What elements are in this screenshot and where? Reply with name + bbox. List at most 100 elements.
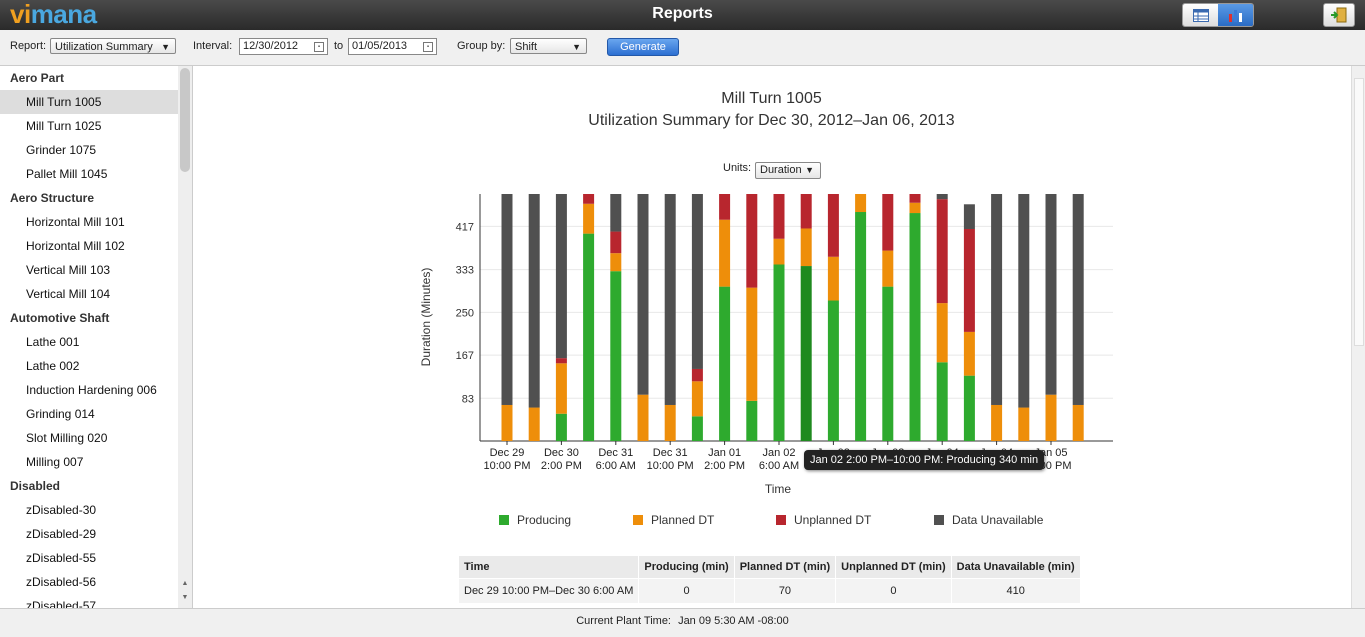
bar-segment-data-unavailable bbox=[501, 194, 513, 405]
bar-segment-planned-dt bbox=[1045, 394, 1057, 441]
bar-segment-producing bbox=[555, 413, 567, 441]
report-label: Report: bbox=[10, 40, 47, 52]
main-scrollbar[interactable] bbox=[1351, 66, 1365, 608]
table-cell: Dec 29 10:00 PM–Dec 30 6:00 AM bbox=[459, 578, 640, 603]
sidebar-item[interactable]: Mill Turn 1005 bbox=[0, 90, 178, 114]
table-cell: 0 bbox=[835, 578, 952, 603]
bar-segment-producing bbox=[610, 271, 622, 441]
bar-segment-planned-dt bbox=[800, 228, 812, 267]
bar-segment-planned-dt bbox=[746, 287, 758, 401]
table-cell: 410 bbox=[951, 578, 1081, 603]
view-toggle[interactable] bbox=[1182, 3, 1254, 27]
sidebar-item[interactable]: Milling 007 bbox=[26, 455, 84, 469]
column-header[interactable]: Producing (min) bbox=[638, 556, 735, 579]
main-scroll-thumb[interactable] bbox=[1354, 78, 1364, 346]
groupby-select[interactable]: Shift ▼ bbox=[510, 38, 587, 54]
column-header[interactable]: Time bbox=[459, 556, 640, 579]
bar-segment-producing bbox=[583, 233, 595, 441]
bar-segment-producing bbox=[909, 213, 921, 441]
legend-data-unavailable[interactable]: Data Unavailable bbox=[934, 513, 1043, 527]
page-title: Reports bbox=[652, 5, 713, 22]
bar-segment-producing bbox=[963, 375, 975, 441]
x-tick-label: 2:00 PM bbox=[541, 460, 582, 472]
sidebar-item[interactable]: Vertical Mill 104 bbox=[26, 287, 111, 301]
bar-segment-producing bbox=[746, 400, 758, 441]
x-axis-title: Time bbox=[765, 482, 792, 496]
y-tick-label: 417 bbox=[456, 221, 474, 233]
bar-segment-data-unavailable bbox=[555, 194, 567, 359]
sidebar-group-header: Aero Part bbox=[10, 71, 65, 85]
sidebar-item[interactable]: zDisabled-29 bbox=[26, 527, 97, 541]
y-axis-title: Duration (Minutes) bbox=[419, 268, 433, 367]
y-tick-label: 83 bbox=[462, 393, 474, 405]
bar-segment-producing bbox=[800, 266, 812, 441]
scroll-down-arrow-icon[interactable]: ▼ bbox=[181, 594, 189, 601]
logout-icon[interactable] bbox=[1323, 3, 1355, 27]
bar-segment-planned-dt bbox=[855, 194, 867, 213]
sidebar-item[interactable]: Lathe 002 bbox=[26, 359, 80, 373]
table-view-icon[interactable] bbox=[1183, 4, 1218, 26]
chevron-down-icon: ▼ bbox=[805, 165, 814, 175]
x-tick-label: 10:00 PM bbox=[483, 460, 530, 472]
report-select[interactable]: Utilization Summary ▼ bbox=[50, 38, 176, 54]
sidebar-item[interactable]: zDisabled-30 bbox=[26, 503, 97, 517]
bar-segment-data-unavailable bbox=[1045, 194, 1057, 395]
bar-segment-producing bbox=[882, 286, 894, 441]
sidebar-item[interactable]: Lathe 001 bbox=[26, 335, 80, 349]
sidebar-item[interactable]: Grinding 014 bbox=[26, 407, 95, 421]
sidebar-item[interactable]: Horizontal Mill 101 bbox=[26, 215, 125, 229]
bar-segment-planned-dt bbox=[936, 303, 948, 363]
sidebar-item[interactable]: Pallet Mill 1045 bbox=[26, 167, 108, 181]
bar-segment-data-unavailable bbox=[528, 194, 540, 408]
bar-segment-producing bbox=[936, 362, 948, 441]
bar-segment-unplanned-dt bbox=[719, 194, 731, 220]
bar-segment-planned-dt bbox=[882, 250, 894, 287]
column-header[interactable]: Data Unavailable (min) bbox=[951, 556, 1081, 579]
sidebar-scroll-thumb[interactable] bbox=[180, 68, 190, 172]
sidebar-item[interactable]: zDisabled-55 bbox=[26, 551, 97, 565]
chart-tooltip: Jan 02 2:00 PM–10:00 PM: Producing 340 m… bbox=[804, 450, 1045, 470]
sidebar-item[interactable]: Induction Hardening 006 bbox=[26, 383, 157, 397]
legend-unplanned-dt[interactable]: Unplanned DT bbox=[776, 513, 871, 527]
legend-swatch bbox=[633, 515, 643, 525]
units-select[interactable]: Duration ▼ bbox=[755, 162, 821, 179]
legend-planned-dt[interactable]: Planned DT bbox=[633, 513, 714, 527]
bar-segment-planned-dt bbox=[909, 202, 921, 214]
bar-segment-planned-dt bbox=[773, 238, 785, 265]
bar-segment-planned-dt bbox=[963, 331, 975, 376]
calendar-icon[interactable]: ▪ bbox=[423, 42, 433, 52]
generate-button[interactable]: Generate bbox=[607, 38, 679, 56]
sidebar-item[interactable]: zDisabled-56 bbox=[26, 575, 97, 589]
bar-segment-planned-dt bbox=[610, 253, 622, 272]
bar-segment-planned-dt bbox=[583, 203, 595, 234]
bar-segment-producing bbox=[827, 300, 839, 441]
legend-swatch bbox=[934, 515, 944, 525]
plant-time-value: Jan 09 5:30 AM -08:00 bbox=[678, 615, 789, 627]
column-header[interactable]: Unplanned DT (min) bbox=[835, 556, 952, 579]
sidebar-item[interactable]: zDisabled-57 bbox=[26, 599, 97, 608]
x-tick-label: Jan 01 bbox=[708, 447, 741, 459]
chart-view-icon[interactable] bbox=[1218, 4, 1253, 26]
sidebar-item[interactable]: Mill Turn 1025 bbox=[26, 119, 102, 133]
bar-segment-data-unavailable bbox=[691, 194, 703, 369]
bar-segment-data-unavailable bbox=[610, 194, 622, 232]
top-bar: vimana Reports bbox=[0, 0, 1365, 30]
column-header[interactable]: Planned DT (min) bbox=[734, 556, 837, 579]
sidebar-item[interactable]: Horizontal Mill 102 bbox=[26, 239, 125, 253]
x-tick-label: Jan 02 bbox=[762, 447, 795, 459]
legend-swatch bbox=[776, 515, 786, 525]
bar-segment-unplanned-dt bbox=[800, 194, 812, 229]
sidebar-item[interactable]: Vertical Mill 103 bbox=[26, 263, 111, 277]
sidebar-group-header: Aero Structure bbox=[10, 191, 95, 205]
to-label: to bbox=[334, 40, 344, 52]
interval-to-input[interactable]: 01/05/2013 ▪ bbox=[348, 38, 437, 55]
sidebar-item[interactable]: Grinder 1075 bbox=[26, 143, 97, 157]
interval-from-input[interactable]: 12/30/2012 ▪ bbox=[239, 38, 328, 55]
bar-segment-unplanned-dt bbox=[909, 194, 921, 203]
legend-producing[interactable]: Producing bbox=[499, 513, 571, 527]
calendar-icon[interactable]: ▪ bbox=[314, 42, 324, 52]
scroll-up-arrow-icon[interactable]: ▲ bbox=[181, 580, 189, 587]
sidebar-group-header: Automotive Shaft bbox=[10, 311, 110, 325]
sidebar-item[interactable]: Slot Milling 020 bbox=[26, 431, 108, 445]
sidebar-scrollbar[interactable]: ▲ ▼ bbox=[178, 66, 193, 608]
